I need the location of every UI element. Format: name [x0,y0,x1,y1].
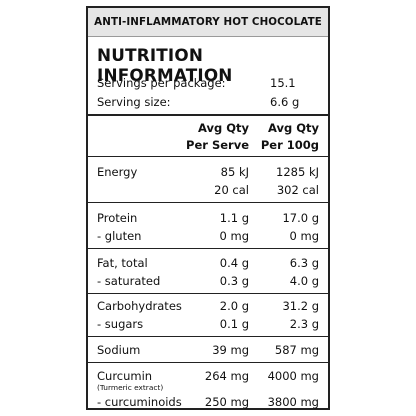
sugars-serve: 0.1 g [219,317,249,331]
energy-serve-kj: 85 kJ [220,165,249,179]
curcuminoids-serve: 250 mg [204,395,249,409]
sodium-label: Sodium [97,343,141,357]
curcumin-100g: 4000 mg [267,369,319,383]
saturated-serve: 0.3 g [219,274,249,288]
carbohydrates-label: Carbohydrates [97,299,182,313]
header-100g-line1: Avg Qty [268,121,319,135]
gluten-serve: 0 mg [219,229,249,243]
divider [88,114,328,116]
servings-per-package-value: 15.1 [270,76,296,90]
curcumin-serve: 264 mg [204,369,249,383]
divider [88,336,328,337]
gluten-100g: 0 mg [289,229,319,243]
divider [88,293,328,294]
divider [88,248,328,249]
protein-100g: 17.0 g [282,211,319,225]
curcumin-label: Curcumin [97,369,153,383]
serving-size-label: Serving size: [97,95,171,109]
nutrition-panel: ANTI-INFLAMMATORY HOT CHOCOLATE NUTRITIO… [86,6,330,410]
panel-title: NUTRITION INFORMATION [97,45,233,85]
energy-100g-cal: 302 cal [276,183,319,197]
protein-serve: 1.1 g [219,211,249,225]
servings-per-package-label: Servings per package: [97,76,226,90]
energy-label: Energy [97,165,138,179]
saturated-100g: 4.0 g [289,274,319,288]
serving-size-value: 6.6 g [270,95,300,109]
sodium-serve: 39 mg [212,343,249,357]
fat-label: Fat, total [97,256,148,270]
sodium-100g: 587 mg [274,343,319,357]
divider [88,202,328,203]
energy-100g-kj: 1285 kJ [276,165,319,179]
protein-label: Protein [97,211,138,225]
fat-serve: 0.4 g [219,256,249,270]
divider [88,362,328,363]
product-name-banner: ANTI-INFLAMMATORY HOT CHOCOLATE [88,8,328,37]
sugars-100g: 2.3 g [289,317,319,331]
curcuminoids-label: - curcuminoids [97,395,182,409]
carbohydrates-100g: 31.2 g [282,299,319,313]
header-serve-line1: Avg Qty [198,121,249,135]
energy-serve-cal: 20 cal [214,183,249,197]
curcumin-sublabel: (Turmeric extract) [97,383,164,392]
divider [88,156,328,157]
sugars-label: - sugars [97,317,144,331]
curcuminoids-100g: 3800 mg [267,395,319,409]
header-serve-line2: Per Serve [186,138,249,152]
fat-100g: 6.3 g [289,256,319,270]
header-100g-line2: Per 100g [260,138,319,152]
saturated-label: - saturated [97,274,161,288]
carbohydrates-serve: 2.0 g [219,299,249,313]
gluten-label: - gluten [97,229,142,243]
